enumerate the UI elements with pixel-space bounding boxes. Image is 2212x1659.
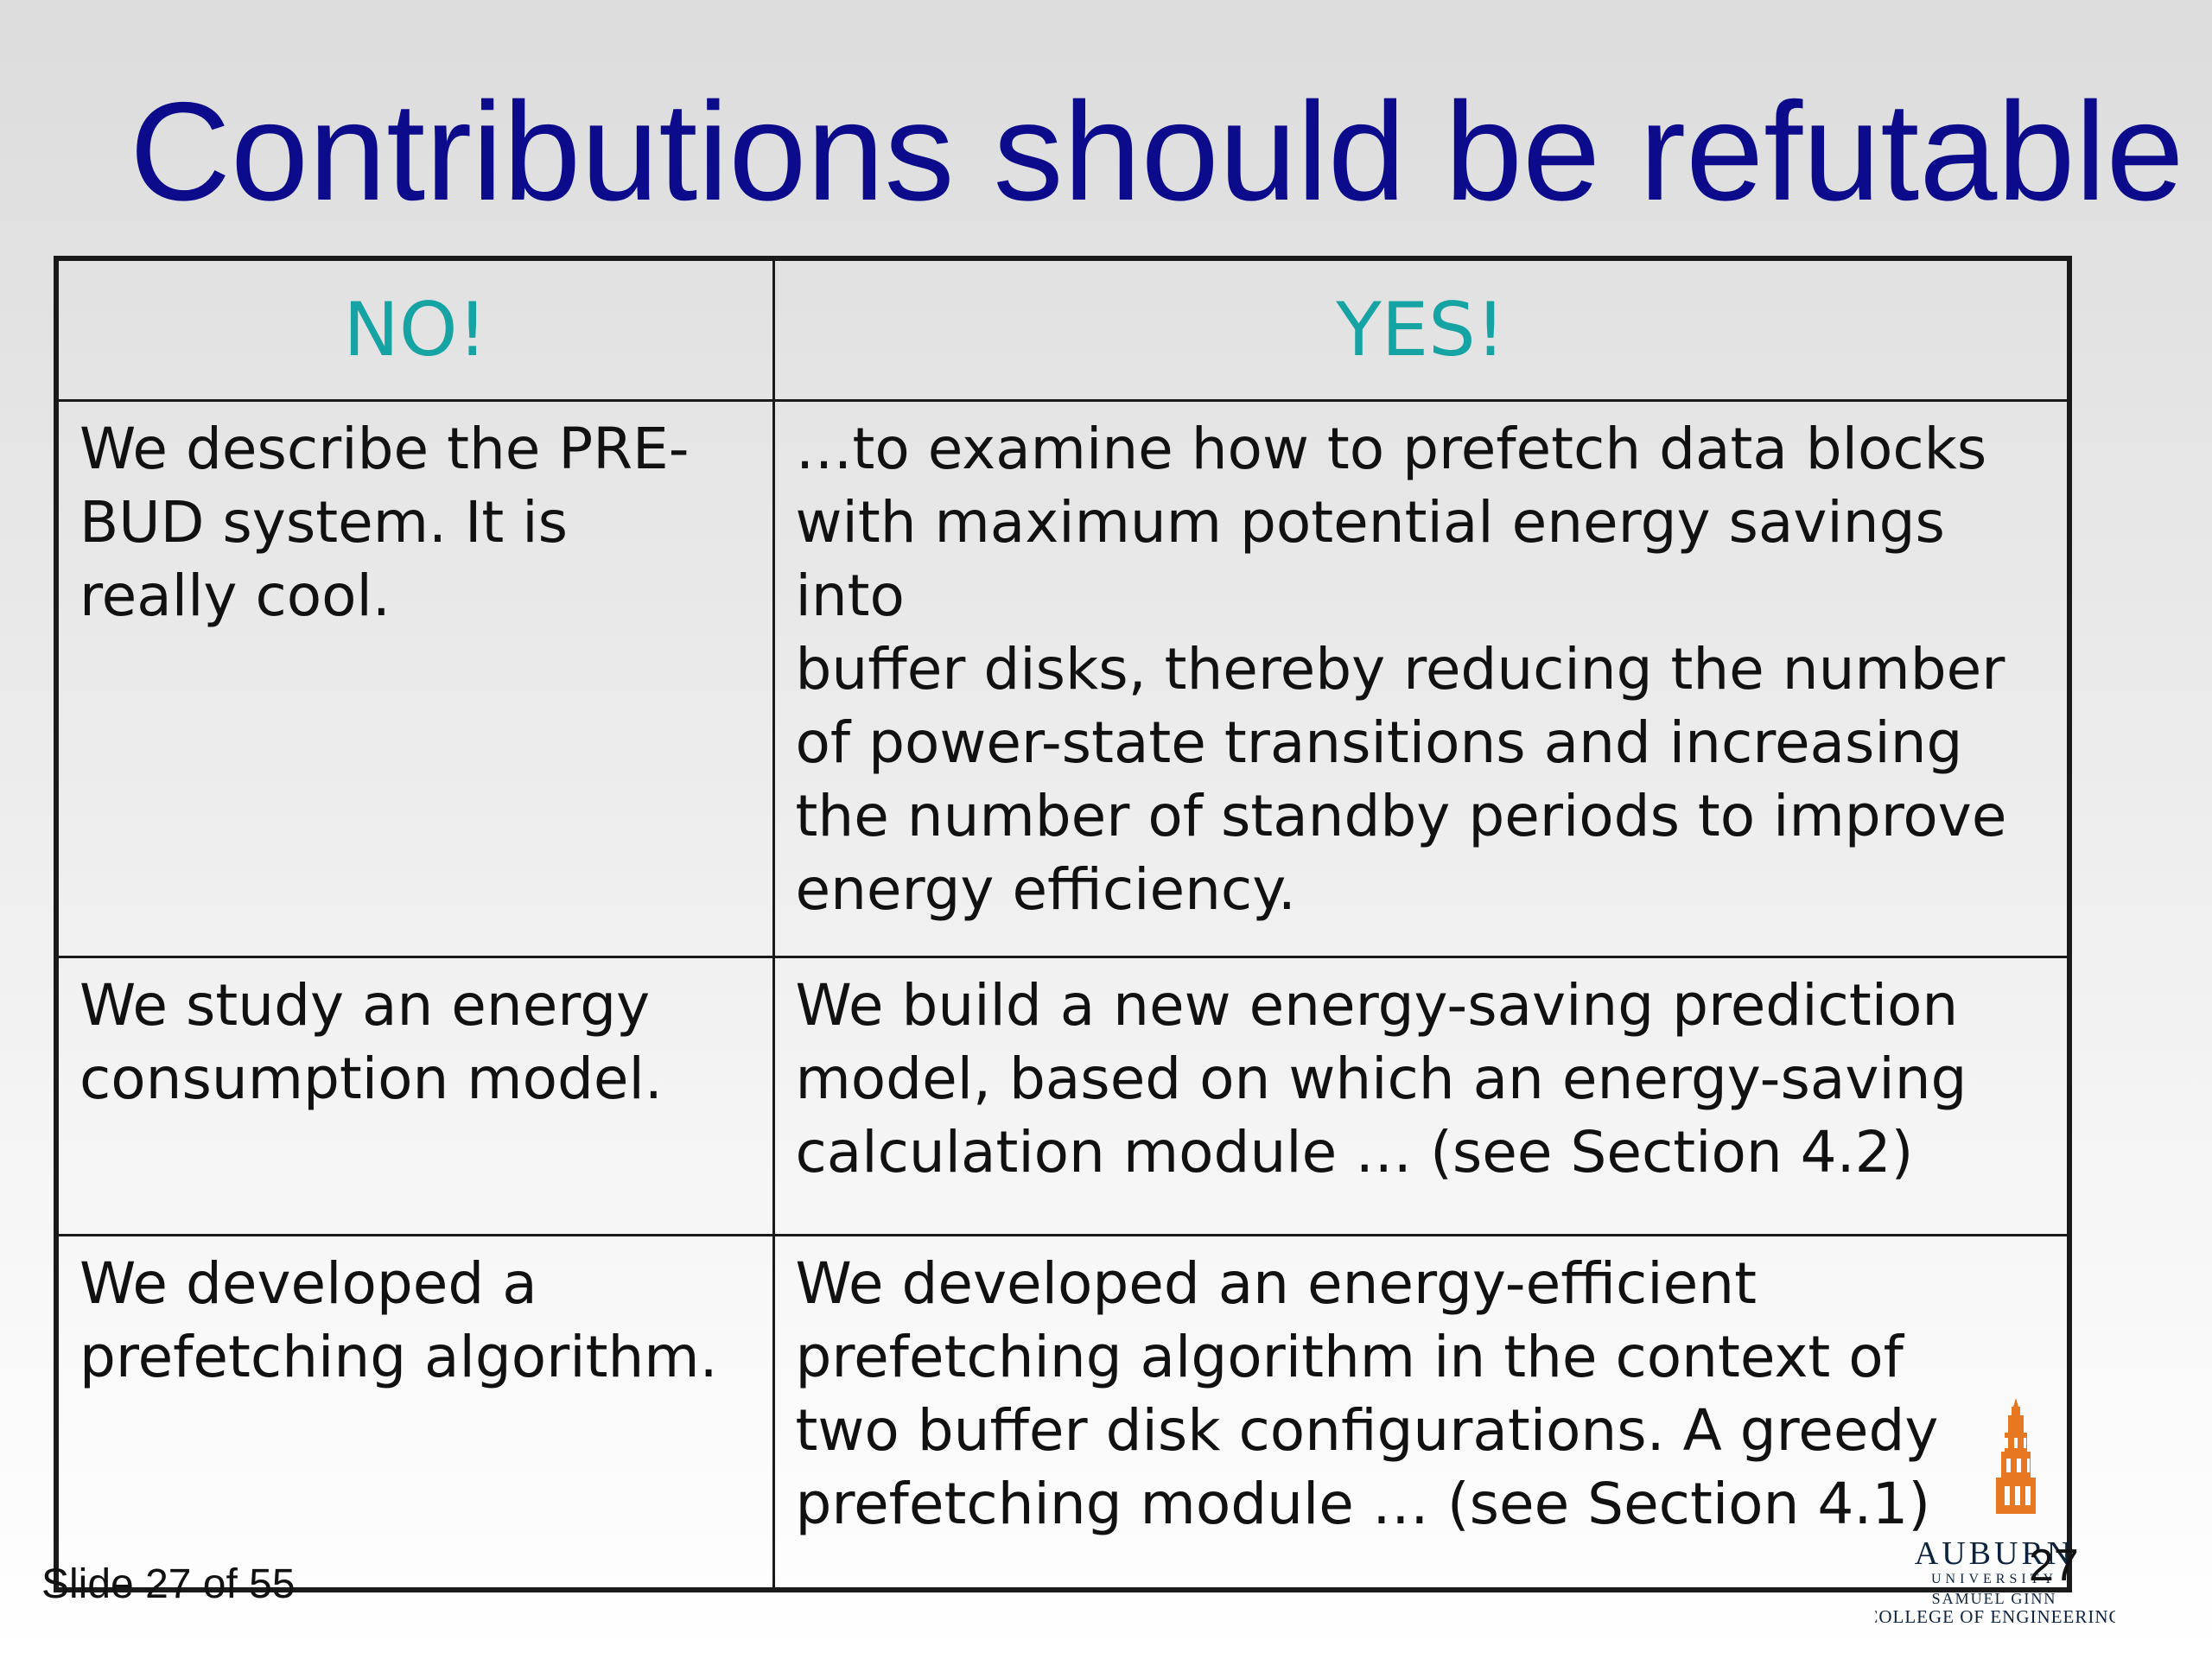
cell-no: We study an energy consumption model.	[54, 956, 775, 1236]
table-row: We study an energy consumption model. We…	[54, 956, 2072, 1236]
cell-text: …to examine how to prefetch data blocks …	[795, 416, 2007, 923]
samford-tower-icon	[1996, 1398, 2036, 1514]
cell-text: We build a new energy-saving prediction …	[795, 972, 1967, 1185]
cell-text: We developed a prefetching algorithm.	[79, 1250, 718, 1390]
header-no: NO!	[54, 256, 775, 402]
logo-college-line1: SAMUEL GINN	[1932, 1590, 2057, 1607]
page-number: 27	[2029, 1541, 2079, 1591]
slide-counter: Slide 27 of 55	[41, 1561, 296, 1607]
header-yes: YES!	[772, 256, 2072, 402]
cell-text: We developed an energy-efficient prefetc…	[795, 1250, 1939, 1537]
cell-no: We developed a prefetching algorithm.	[54, 1234, 775, 1592]
logo-college-line2: COLLEGE OF ENGINEERING	[1875, 1606, 2115, 1627]
cell-yes: We developed an energy-efficient prefetc…	[772, 1234, 2072, 1592]
table-row: We describe the PRE- BUD system. It is r…	[54, 399, 2072, 958]
comparison-table: NO! YES! We describe the PRE- BUD system…	[54, 256, 2072, 1592]
cell-yes: We build a new energy-saving prediction …	[772, 956, 2072, 1236]
slide-title: Contributions should be refutable	[130, 73, 2184, 230]
cell-no: We describe the PRE- BUD system. It is r…	[54, 399, 775, 958]
logo-name: AUBURN	[1915, 1535, 2074, 1572]
table-row: We developed a prefetching algorithm. We…	[54, 1234, 2072, 1592]
auburn-logo: AUBURN UNIVERSITY SAMUEL GINN COLLEGE OF…	[1875, 1398, 2115, 1627]
logo-subtitle: UNIVERSITY	[1931, 1572, 2057, 1586]
cell-text: We study an energy consumption model.	[79, 972, 663, 1112]
table-header-row: NO! YES!	[54, 256, 2072, 402]
cell-text: We describe the PRE- BUD system. It is r…	[79, 416, 690, 629]
cell-yes: …to examine how to prefetch data blocks …	[772, 399, 2072, 958]
